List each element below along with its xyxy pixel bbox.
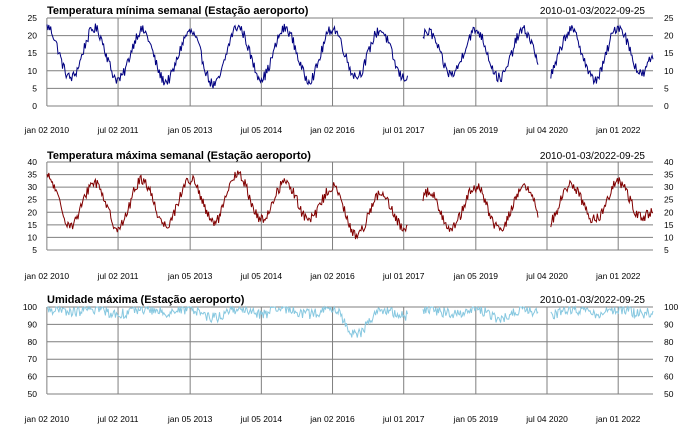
- y-tick-label-left: 5: [32, 83, 37, 93]
- y-tick-label-left: 70: [28, 354, 38, 364]
- x-tick-label: jul 01 2017: [382, 414, 425, 424]
- panel-title: Temperatura máxima semanal (Estação aero…: [47, 150, 311, 162]
- x-tick-label: jul 05 2014: [240, 414, 283, 424]
- panel-date-range: 2010-01-03/2022-09-25: [540, 6, 646, 17]
- y-tick-label-right: 60: [664, 372, 674, 382]
- y-tick-label-right: 35: [664, 170, 674, 180]
- x-tick-label: jan 02 2016: [309, 125, 355, 135]
- x-tick-label: jul 04 2020: [525, 414, 568, 424]
- x-tick-label: jul 02 2011: [97, 414, 139, 424]
- y-tick-label-right: 25: [664, 13, 674, 23]
- series-line: [422, 306, 539, 323]
- y-tick-label-right: 10: [664, 232, 674, 242]
- y-tick-label-left: 50: [28, 389, 38, 399]
- y-tick-label-right: 15: [664, 220, 674, 230]
- panel-title: Umidade máxima (Estação aeroporto): [47, 294, 245, 306]
- y-tick-label-right: 20: [664, 207, 674, 217]
- y-tick-label-right: 30: [664, 182, 674, 192]
- y-tick-label-left: 30: [28, 182, 38, 192]
- y-tick-label-left: 90: [28, 319, 38, 329]
- y-tick-label-left: 0: [32, 101, 37, 111]
- x-tick-label: jan 01 2022: [595, 271, 641, 281]
- y-tick-label-left: 5: [32, 245, 37, 255]
- y-tick-label-right: 50: [664, 389, 674, 399]
- x-tick-label: jan 01 2022: [595, 414, 641, 424]
- x-tick-label: jul 05 2014: [240, 125, 283, 135]
- y-tick-label-right: 80: [664, 337, 674, 347]
- x-tick-label: jul 04 2020: [525, 125, 568, 135]
- x-tick-label: jul 01 2017: [382, 125, 425, 135]
- x-tick-label: jan 02 2016: [309, 271, 355, 281]
- y-tick-label-left: 60: [28, 372, 38, 382]
- series-line: [46, 170, 408, 240]
- x-tick-label: jul 05 2014: [240, 271, 283, 281]
- y-tick-label-left: 100: [23, 302, 37, 312]
- y-tick-label-right: 10: [664, 66, 674, 76]
- series-line: [550, 177, 654, 228]
- series-line: [422, 182, 539, 232]
- panel-date-range: 2010-01-03/2022-09-25: [540, 151, 646, 162]
- x-tick-label: jul 02 2011: [97, 125, 139, 135]
- x-tick-label: jan 01 2022: [595, 125, 641, 135]
- x-tick-label: jan 05 2019: [453, 125, 499, 135]
- x-tick-label: jan 05 2013: [167, 271, 213, 281]
- x-tick-label: jan 05 2013: [167, 125, 213, 135]
- y-tick-label-left: 15: [28, 220, 38, 230]
- series-line: [422, 25, 539, 83]
- y-tick-label-left: 10: [28, 66, 38, 76]
- y-tick-label-right: 5: [664, 245, 669, 255]
- x-tick-label: jan 05 2019: [453, 271, 499, 281]
- x-tick-label: jan 02 2016: [309, 414, 355, 424]
- y-tick-label-right: 15: [664, 48, 674, 58]
- panel-title: Temperatura mínima semanal (Estação aero…: [47, 5, 309, 17]
- y-tick-label-right: 70: [664, 354, 674, 364]
- y-tick-label-right: 5: [664, 83, 669, 93]
- x-tick-label: jan 02 2010: [24, 271, 70, 281]
- series-line: [550, 24, 654, 86]
- x-tick-label: jan 02 2010: [24, 125, 70, 135]
- y-tick-label-left: 20: [28, 31, 38, 41]
- chart-panel-temperatura-minima: Temperatura mínima semanal (Estação aero…: [24, 5, 674, 135]
- x-tick-label: jul 02 2011: [97, 271, 139, 281]
- y-tick-label-right: 0: [664, 101, 669, 111]
- chart-panel-temperatura-maxima: Temperatura máxima semanal (Estação aero…: [24, 150, 674, 281]
- x-tick-label: jul 04 2020: [525, 271, 568, 281]
- y-tick-label-left: 15: [28, 48, 38, 58]
- panel-date-range: 2010-01-03/2022-09-25: [540, 295, 646, 306]
- y-tick-label-left: 25: [28, 195, 38, 205]
- y-tick-label-right: 100: [664, 302, 678, 312]
- y-tick-label-right: 90: [664, 319, 674, 329]
- series-line: [46, 23, 408, 89]
- x-tick-label: jan 05 2019: [453, 414, 499, 424]
- y-tick-label-left: 80: [28, 337, 38, 347]
- y-tick-label-left: 25: [28, 13, 38, 23]
- series-line: [47, 305, 408, 338]
- y-tick-label-right: 25: [664, 195, 674, 205]
- x-tick-label: jan 05 2013: [167, 414, 213, 424]
- series-line: [550, 305, 654, 320]
- y-tick-label-left: 20: [28, 207, 38, 217]
- chart-panel-umidade-maxima: Umidade máxima (Estação aeroporto) 2010-…: [23, 294, 679, 424]
- y-tick-label-left: 40: [28, 157, 38, 167]
- y-tick-label-left: 10: [28, 232, 38, 242]
- y-tick-label-right: 40: [664, 157, 674, 167]
- y-tick-label-right: 20: [664, 31, 674, 41]
- x-tick-label: jul 01 2017: [382, 271, 425, 281]
- x-tick-label: jan 02 2010: [24, 414, 70, 424]
- y-tick-label-left: 35: [28, 170, 38, 180]
